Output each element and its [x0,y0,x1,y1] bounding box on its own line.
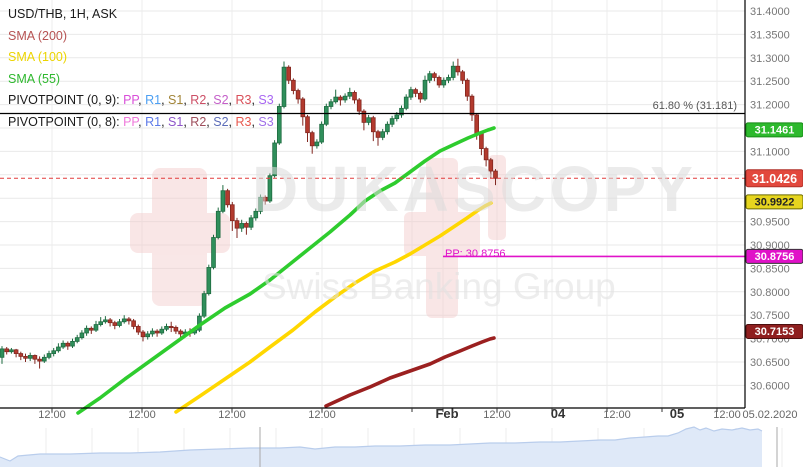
legend-sma100[interactable]: SMA (100) [8,50,68,64]
pivot-pp-label: PP: 30.8756 [445,248,506,260]
svg-text:12:00: 12:00 [603,409,631,421]
candles [0,58,498,369]
pivot-row-prefix: PIVOTPOINT (0, 9): [8,93,124,107]
svg-text:31.1000: 31.1000 [750,146,790,158]
legend-pivotpoint-8[interactable]: PIVOTPOINT (0, 8): PP, R1, S1, R2, S2, R… [8,112,274,134]
svg-text:05.02.2020: 05.02.2020 [742,409,797,421]
svg-text:Feb: Feb [435,406,458,421]
separator: , [183,93,191,107]
svg-text:31.0426: 31.0426 [752,172,797,186]
separator: , [206,114,214,129]
price-badges: 31.1461 31.0426 30.9922 30.8756 30.7153 [745,122,803,339]
price-badge-30.8756: 30.8756 [745,248,803,264]
separator: , [183,114,191,129]
pivot-level-r2: R2 [190,114,207,129]
svg-text:31.2000: 31.2000 [750,100,790,112]
price-badge-30.9922: 30.9922 [745,194,803,210]
watermark-subtitle: Swiss Banking Group [262,266,616,307]
x-axis-labels: 12:00 12:00 12:00 12:00 Feb 12:00 04 12:00 05 12:… [38,406,797,421]
svg-text:31.1461: 31.1461 [755,125,795,137]
pivot-level-r3: R3 [235,93,252,107]
legend-sma200[interactable]: SMA (200) [8,28,68,43]
dukascopy-cross-watermark [130,155,506,318]
price-badge-31.1461: 31.1461 [745,122,803,138]
svg-text:30.9500: 30.9500 [750,217,790,229]
svg-text:30.7500: 30.7500 [750,310,790,322]
dukascopy-watermark-text: DUKASCOPY [252,153,697,225]
svg-text:30.6000: 30.6000 [750,380,790,392]
pivot-level-s3: S3 [258,114,274,129]
pivot-level-pp: PP [123,114,139,129]
svg-text:30.8500: 30.8500 [750,263,790,275]
separator: , [228,93,236,107]
pivot-row-prefix: PIVOTPOINT (0, 8): [8,114,124,129]
price-badge-30.7153: 30.7153 [745,323,803,339]
svg-text:31.4000: 31.4000 [750,6,790,18]
svg-text:05: 05 [670,406,684,421]
separator: , [161,114,169,129]
sma55-line [76,126,496,415]
chart-legend: USD/THB, 1H, ASK SMA (200) SMA (100) SMA… [8,4,274,133]
pivot-level-s2: S2 [213,114,229,129]
fib-level-label: 61.80 % (31.181) [652,100,737,112]
svg-text:30.8000: 30.8000 [750,287,790,299]
svg-text:12:00: 12:00 [308,409,336,421]
separator: , [228,114,236,129]
navigator-strip[interactable] [0,426,783,467]
svg-text:12:00: 12:00 [38,409,66,421]
price-badge-31.0426: 31.0426 [745,169,803,188]
pivot-level-r2: R2 [190,93,207,107]
svg-text:04: 04 [551,406,566,421]
symbol-title[interactable]: USD/THB, 1H, ASK [8,7,118,21]
pivot-level-r3: R3 [235,114,252,129]
pivot-level-r1: R1 [145,114,162,129]
svg-text:31.3500: 31.3500 [750,29,790,41]
separator: , [251,114,259,129]
legend-sma55[interactable]: SMA (55) [8,71,61,86]
pivot-level-s1: S1 [168,93,184,107]
pivot-level-s1: S1 [168,114,184,129]
separator: , [251,93,259,107]
separator: , [138,93,146,107]
svg-text:30.6500: 30.6500 [750,357,790,369]
legend-pivotpoint-9[interactable]: PIVOTPOINT (0, 9): PP, R1, S1, R2, S2, R… [8,90,274,112]
svg-text:12:00: 12:00 [713,409,741,421]
separator: , [138,114,146,129]
sma100-line [174,201,493,414]
svg-text:30.9922: 30.9922 [755,197,795,209]
sma200-line [324,336,496,408]
svg-text:12:00: 12:00 [218,409,246,421]
svg-text:30.8756: 30.8756 [755,251,795,263]
pivot-level-r1: R1 [145,93,162,107]
svg-text:30.7153: 30.7153 [755,326,795,338]
svg-text:31.2500: 31.2500 [750,76,790,88]
svg-text:12:00: 12:00 [128,409,156,421]
pivot-level-s2: S2 [213,93,229,107]
separator: , [161,93,169,107]
y-axis-labels: 31.4000 31.3500 31.3000 31.2500 31.2000 31.10… [750,6,790,392]
svg-text:12:00: 12:00 [483,409,511,421]
grid [0,0,745,408]
pivot-level-pp: PP [123,93,139,107]
pivot-level-s3: S3 [258,93,274,107]
svg-text:31.3000: 31.3000 [750,53,790,65]
separator: , [206,93,214,107]
